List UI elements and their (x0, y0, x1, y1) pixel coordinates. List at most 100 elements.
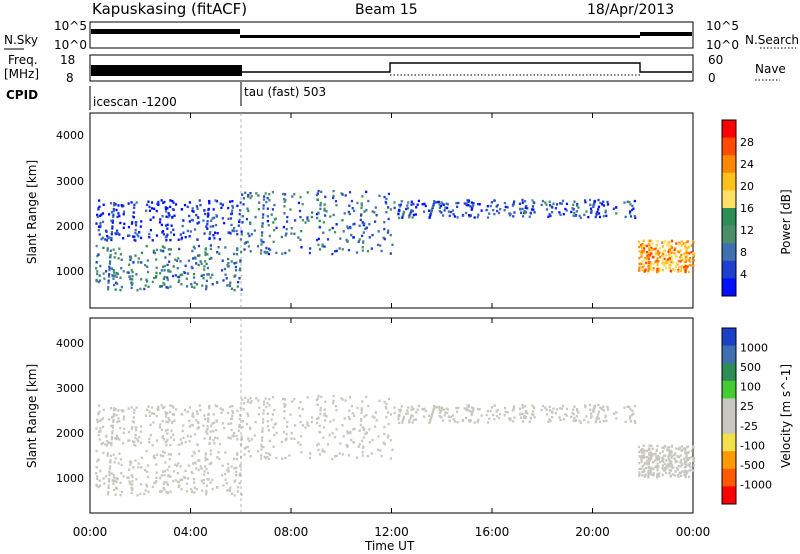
scatter-cell (678, 267, 682, 270)
scatter-cell (680, 240, 683, 243)
scatter-cell (139, 441, 143, 445)
scatter-cell (266, 196, 269, 200)
scatter-cell (467, 199, 471, 202)
scatter-cell (432, 203, 435, 206)
scatter-cell (667, 464, 671, 468)
scatter-cell (161, 215, 164, 218)
scatter-cell (334, 200, 338, 203)
scatter-cell (249, 396, 252, 400)
scatter-cell (113, 409, 116, 412)
scatter-cell (184, 440, 187, 444)
scatter-cell (195, 205, 199, 208)
scatter-cell (361, 426, 364, 429)
scatter-cell (683, 473, 686, 477)
scatter-cell (101, 417, 105, 420)
scatter-cell (297, 441, 300, 444)
scatter-cell (96, 272, 99, 276)
scatter-cell (245, 422, 249, 426)
scatter-cell (332, 399, 335, 403)
x-tick-label: 04:00 (173, 525, 208, 539)
scatter-cell (398, 209, 401, 212)
scatter-cell (680, 462, 683, 465)
scatter-cell (441, 202, 444, 205)
scatter-cell (316, 198, 319, 201)
colorbar-tick-label: -1000 (740, 478, 772, 491)
scatter-cell (203, 260, 207, 263)
scatter-cell (309, 247, 312, 250)
scatter-cell (552, 202, 555, 205)
scatter-cell (120, 285, 123, 289)
noise-trace (91, 29, 692, 38)
scatter-cell (654, 260, 657, 264)
scatter-cell (658, 247, 662, 250)
scatter-cell (207, 273, 210, 276)
scatter-cell (218, 252, 221, 255)
scatter-cell (377, 230, 380, 233)
scatter-cell (688, 257, 692, 260)
scatter-cell (356, 406, 359, 410)
scatter-cell (544, 406, 547, 409)
scatter-cell (358, 224, 361, 227)
scatter-cell (106, 452, 109, 455)
scatter-cell (655, 449, 658, 453)
scatter-cell (190, 470, 193, 474)
scatter-cell (493, 212, 496, 216)
scatter-cell (267, 429, 270, 432)
scatter-cell (692, 241, 695, 244)
scatter-cell (260, 454, 263, 457)
scatter-cell (409, 417, 412, 420)
scatter-cell (164, 461, 167, 464)
scatter-cell (317, 448, 320, 452)
scatter-cell (146, 485, 149, 488)
scatter-cell (160, 284, 163, 288)
scatter-cell (690, 244, 693, 247)
scatter-cell (242, 408, 245, 411)
scatter-cell (148, 437, 151, 441)
scatter-cell (162, 233, 166, 236)
scatter-cell (159, 454, 162, 457)
scatter-cell (204, 253, 207, 257)
scatter-cell (169, 248, 173, 251)
scatter-cell (148, 414, 152, 418)
scatter-cell (226, 469, 229, 472)
scatter-cell (638, 245, 641, 249)
scatter-cell (529, 416, 533, 420)
scatter-cell (648, 244, 651, 247)
scatter-cell (408, 419, 411, 422)
scatter-cell (393, 201, 396, 204)
scatter-cell (205, 430, 208, 433)
scatter-cell (256, 450, 260, 453)
scatter-cell (677, 448, 680, 451)
scatter-cell (98, 233, 101, 236)
scatter-cell (679, 465, 682, 468)
scatter-cell (347, 453, 351, 457)
scatter-cell (120, 463, 123, 467)
scatter-cell (640, 458, 643, 461)
scatter-cell (685, 251, 688, 254)
scatter-cell (165, 420, 168, 423)
scatter-cell (690, 449, 693, 452)
scatter-cell (350, 199, 354, 203)
scatter-cell (363, 427, 366, 430)
scatter-cell (184, 264, 187, 268)
scatter-cell (477, 418, 480, 422)
scatter-cell (235, 252, 238, 256)
scatter-cell (315, 212, 319, 216)
scatter-cell (361, 249, 364, 252)
scatter-cell (162, 406, 165, 410)
scatter-cell (677, 250, 681, 254)
scatter-cell (499, 413, 502, 416)
scatter-cell (192, 257, 195, 260)
scatter-cell (411, 216, 414, 219)
scatter-cell (384, 200, 387, 204)
scatter-cell (146, 475, 150, 479)
scatter-cell (164, 441, 167, 444)
scatter-cell (486, 410, 489, 413)
scatter-cell (237, 281, 240, 284)
scatter-cell (409, 415, 413, 418)
scatter-cell (659, 460, 662, 464)
scatter-cell (316, 216, 319, 220)
scatter-cell (672, 261, 675, 264)
scatter-cell (146, 464, 149, 467)
